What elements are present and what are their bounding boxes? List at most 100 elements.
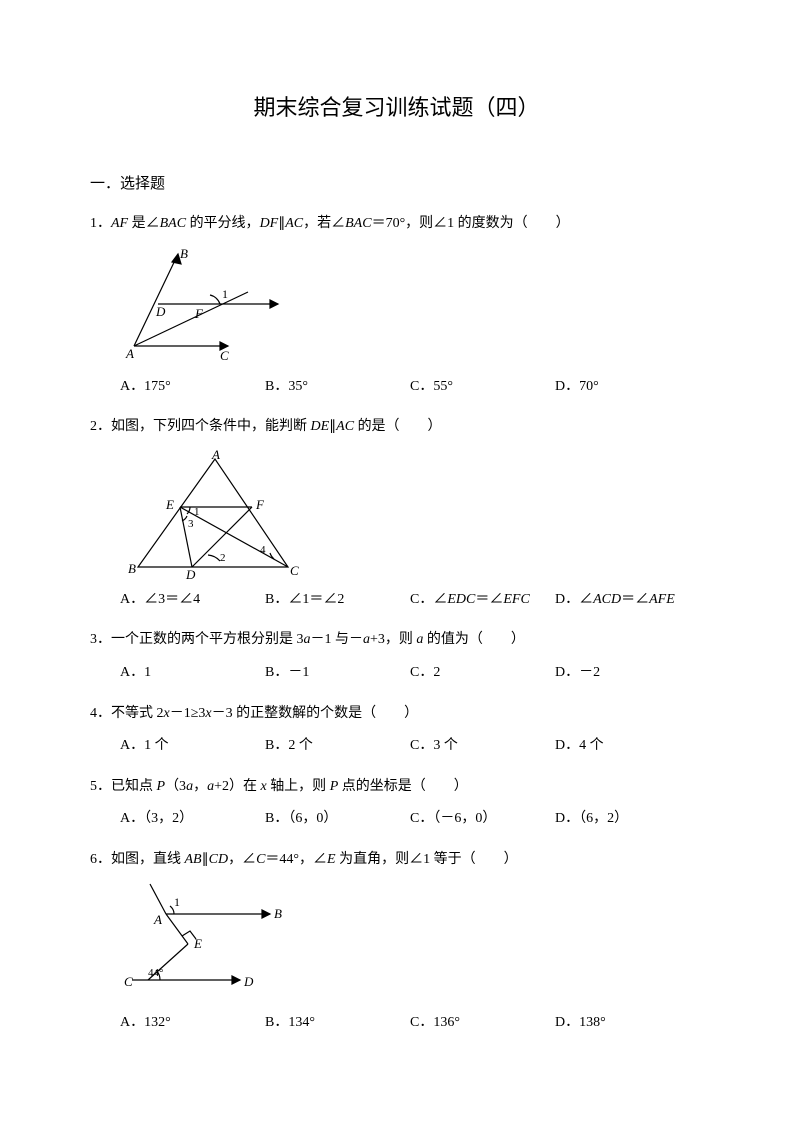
q4-t2: －1≥3 xyxy=(170,706,206,721)
q2-t4: 的是（ ） xyxy=(354,419,442,434)
q3-t4: +3，则 xyxy=(370,632,416,647)
q3-t2: －1 与－ xyxy=(311,632,364,647)
q5-num: 5． xyxy=(90,779,111,794)
q1-opt-b: B．35° xyxy=(265,374,410,401)
section-heading: 一．选择题 xyxy=(90,172,703,193)
q6-label-44: 44° xyxy=(148,967,163,979)
label-1: 1 xyxy=(222,287,228,301)
q4-opt-c: C．3 个 xyxy=(410,733,555,760)
q5-t6: +2）在 xyxy=(214,779,260,794)
label-A: A xyxy=(125,346,134,361)
q2-n1: 1 xyxy=(194,506,200,518)
q5-opt-a: A．（3，2） xyxy=(120,806,265,833)
q6-opt-d: D．138° xyxy=(555,1010,700,1037)
q3-opt-b: B．－1 xyxy=(265,660,410,687)
q6-t6: ＝44°，∠ xyxy=(265,852,327,867)
q1-t0: AF xyxy=(111,216,128,231)
q6-label-A: A xyxy=(153,912,162,927)
question-1: 1．AF 是∠BAC 的平分线，DF∥AC，若∠BAC＝70°，则∠1 的度数为… xyxy=(90,211,703,400)
q6-label-D: D xyxy=(243,974,254,989)
q6-label-C: C xyxy=(124,974,133,989)
q5-opt-c: C．（－6，0） xyxy=(410,806,555,833)
q6-figure: A B C D E 1 44° xyxy=(120,882,703,1002)
q3-opt-a: A．1 xyxy=(120,660,265,687)
q1-num: 1． xyxy=(90,216,111,231)
q1-t7: ，若∠ xyxy=(303,216,345,231)
q2-n3: 3 xyxy=(188,518,194,530)
q5-t0: 已知点 xyxy=(111,779,157,794)
question-2: 2．如图，下列四个条件中，能判断 DE∥AC 的是（ ） xyxy=(90,414,703,613)
q5-t10: 点的坐标是（ ） xyxy=(338,779,468,794)
q4-opt-d: D．4 个 xyxy=(555,733,700,760)
q4-text: 4．不等式 2x－1≥3x－3 的正整数解的个数是（ ） xyxy=(90,701,703,728)
question-3: 3．一个正数的两个平方根分别是 3a－1 与－a+3，则 a 的值为（ ） A．… xyxy=(90,627,703,686)
q6-t1: AB xyxy=(185,852,202,867)
q3-num: 3． xyxy=(90,632,111,647)
q2-opt-d: D．∠ACD＝∠AFE xyxy=(555,587,700,614)
q1-t6: AC xyxy=(285,216,303,231)
question-5: 5．已知点 P（3a，a+2）在 x 轴上，则 P 点的坐标是（ ） A．（3，… xyxy=(90,774,703,833)
q3-t3: a xyxy=(363,632,370,647)
q5-opt-b: B．（6，0） xyxy=(265,806,410,833)
label-B: B xyxy=(180,246,188,261)
q4-t4: －3 的正整数解的个数是（ ） xyxy=(212,706,419,721)
label-C: C xyxy=(220,348,229,363)
angle-diagram-svg: B D F A C 1 xyxy=(120,246,290,366)
q1-figure: B D F A C 1 xyxy=(120,246,703,366)
q6-label-E: E xyxy=(193,936,202,951)
page-title: 期末综合复习训练试题（四） xyxy=(90,90,703,122)
q6-label-1: 1 xyxy=(174,895,180,909)
q5-t9: P xyxy=(330,779,339,794)
q5-text: 5．已知点 P（3a，a+2）在 x 轴上，则 P 点的坐标是（ ） xyxy=(90,774,703,801)
q6-t8: 为直角，则∠1 等于（ ） xyxy=(336,852,518,867)
q3-t0: 一个正数的两个平方根分别是 3 xyxy=(111,632,304,647)
label-F: F xyxy=(194,306,204,321)
q2-label-E: E xyxy=(165,497,174,512)
q2-label-A: A xyxy=(211,449,220,462)
q6-t0: 如图，直线 xyxy=(111,852,185,867)
q2-t1: DE xyxy=(311,419,330,434)
q5-opt-d: D．（6，2） xyxy=(555,806,700,833)
q3-opt-d: D．－2 xyxy=(555,660,700,687)
q1-opt-d: D．70° xyxy=(555,374,700,401)
q3-options: A．1 B．－1 C．2 D．－2 xyxy=(120,660,703,687)
q5-t4: ， xyxy=(193,779,207,794)
q6-opt-b: B．134° xyxy=(265,1010,410,1037)
q3-opt-c: C．2 xyxy=(410,660,555,687)
q2-label-C: C xyxy=(290,563,299,578)
q3-text: 3．一个正数的两个平方根分别是 3a－1 与－a+3，则 a 的值为（ ） xyxy=(90,627,703,654)
q6-t5: C xyxy=(256,852,265,867)
q2-opt-a: A．∠3＝∠4 xyxy=(120,587,265,614)
q3-t6: 的值为（ ） xyxy=(423,632,525,647)
q5-t5: a xyxy=(207,779,214,794)
q5-t2: （3 xyxy=(165,779,186,794)
q6-num: 6． xyxy=(90,852,111,867)
q4-num: 4． xyxy=(90,706,111,721)
q2-options: A．∠3＝∠4 B．∠1＝∠2 C．∠EDC＝∠EFC D．∠ACD＝∠AFE xyxy=(120,587,703,614)
q5-t8: 轴上，则 xyxy=(267,779,330,794)
q2-num: 2． xyxy=(90,419,111,434)
q2-opt-c: C．∠EDC＝∠EFC xyxy=(410,587,555,614)
q2-t0: 如图，下列四个条件中，能判断 xyxy=(111,419,311,434)
q1-t3: 的平分线， xyxy=(186,216,260,231)
q3-t1: a xyxy=(304,632,311,647)
q1-t1: 是∠ xyxy=(128,216,160,231)
q1-t4: DF xyxy=(260,216,279,231)
q4-options: A．1 个 B．2 个 C．3 个 D．4 个 xyxy=(120,733,703,760)
q2-text: 2．如图，下列四个条件中，能判断 DE∥AC 的是（ ） xyxy=(90,414,703,441)
q6-t3: CD xyxy=(209,852,228,867)
parallel-diagram-svg: A B C D E 1 44° xyxy=(120,882,290,1002)
q1-t2: BAC xyxy=(160,216,186,231)
q1-text: 1．AF 是∠BAC 的平分线，DF∥AC，若∠BAC＝70°，则∠1 的度数为… xyxy=(90,211,703,238)
q4-t0: 不等式 2 xyxy=(111,706,164,721)
q2-t3: AC xyxy=(336,419,354,434)
q5-t3: a xyxy=(186,779,193,794)
q1-t9: ＝70°，则∠1 的度数为（ ） xyxy=(372,216,570,231)
q5-options: A．（3，2） B．（6，0） C．（－6，0） D．（6，2） xyxy=(120,806,703,833)
q2-label-D: D xyxy=(185,567,196,579)
q6-label-B: B xyxy=(274,906,282,921)
q2-opt-b: B．∠1＝∠2 xyxy=(265,587,410,614)
question-4: 4．不等式 2x－1≥3x－3 的正整数解的个数是（ ） A．1 个 B．2 个… xyxy=(90,701,703,760)
q6-t7: E xyxy=(327,852,336,867)
q6-options: A．132° B．134° C．136° D．138° xyxy=(120,1010,703,1037)
